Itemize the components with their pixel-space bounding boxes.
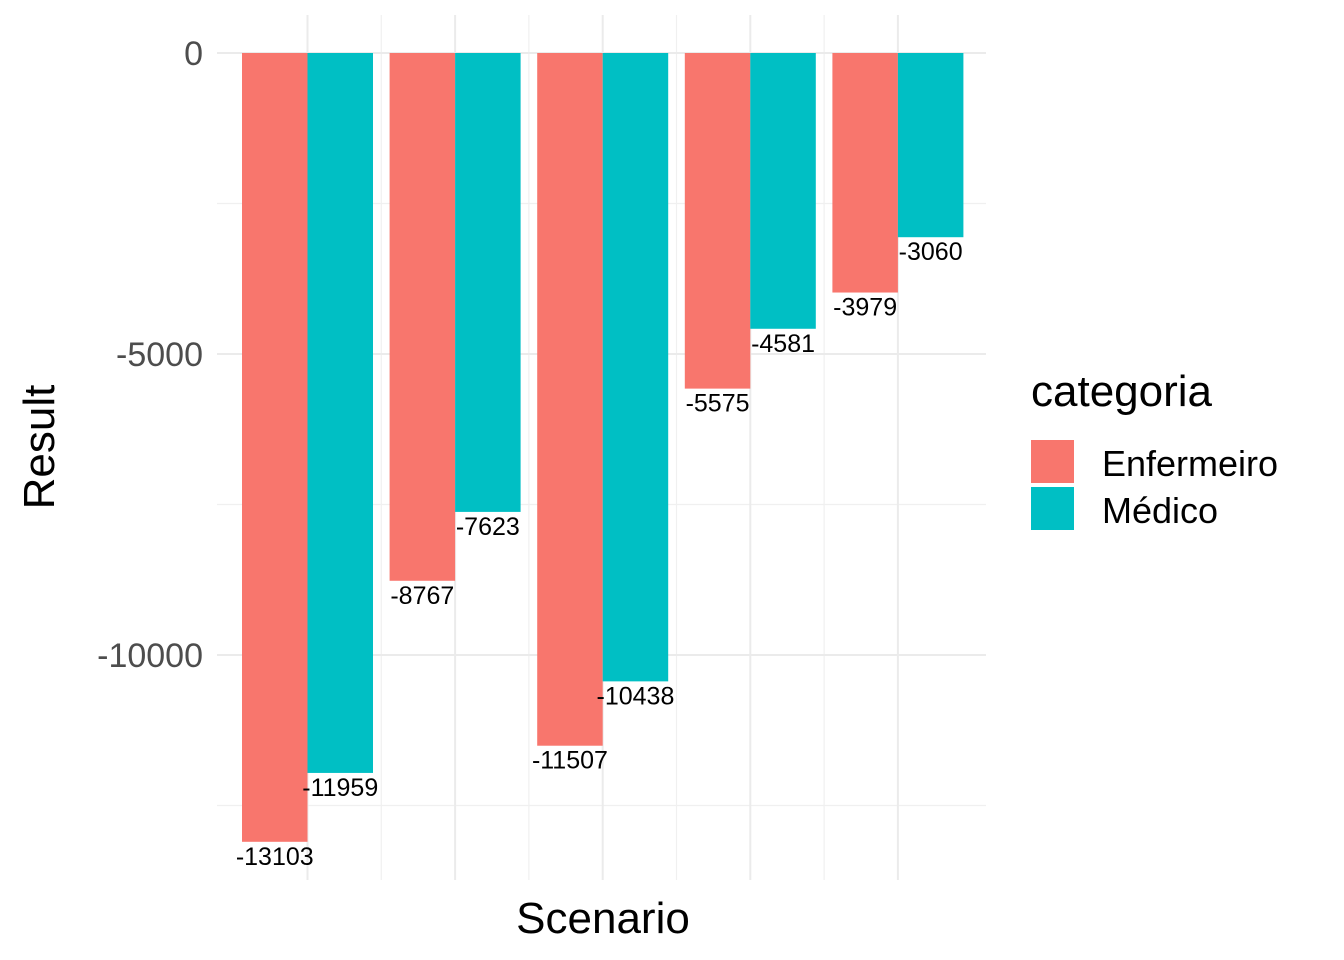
y-tick-label: 0 [184, 35, 203, 73]
data-label: -4581 [751, 330, 815, 358]
bar-enfermeiro [389, 53, 456, 581]
data-label: -3979 [833, 294, 897, 322]
y-tick-label: -10000 [97, 637, 203, 675]
data-label: -7623 [456, 513, 520, 541]
data-label: -8767 [390, 582, 454, 610]
bars [242, 53, 964, 842]
bar-m-dico [750, 53, 816, 329]
y-axis-ticks: 0 -5000 -10000 [97, 35, 203, 675]
bar-m-dico [897, 53, 964, 238]
bar-m-dico [602, 53, 669, 682]
y-tick-label: -5000 [116, 336, 203, 374]
legend: categoria Enfermeiro Médico [1031, 367, 1278, 531]
data-label: -13103 [236, 843, 314, 871]
legend-swatch [1031, 487, 1074, 530]
data-label: -5575 [686, 390, 750, 418]
bar-enfermeiro [684, 53, 751, 389]
legend-label: Enfermeiro [1102, 443, 1278, 484]
legend-label: Médico [1102, 490, 1218, 531]
bar-m-dico [455, 53, 521, 512]
bar-enfermeiro [537, 53, 603, 746]
bar-m-dico [307, 53, 373, 773]
y-axis-title: Result [15, 385, 64, 510]
data-label: -11959 [302, 774, 378, 802]
bar-enfermeiro [832, 53, 898, 293]
data-label: -10438 [597, 682, 675, 710]
bar-enfermeiro [242, 53, 308, 842]
x-axis-title: Scenario [516, 894, 690, 943]
legend-title: categoria [1031, 367, 1213, 416]
data-label: -11507 [532, 747, 608, 775]
legend-swatch [1031, 440, 1074, 483]
data-labels: -13103 -8767 -11507 -5575 -3979 -11959 -7623 -1… [236, 238, 963, 871]
data-label: -3060 [899, 238, 963, 266]
